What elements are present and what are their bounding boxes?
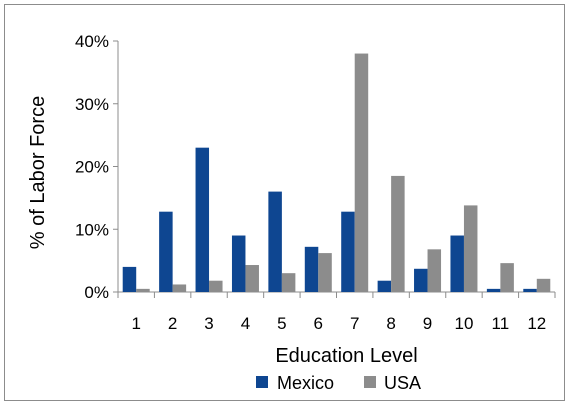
x-tick-label: 3 bbox=[204, 314, 213, 333]
y-tick-label: 20% bbox=[75, 158, 109, 177]
bar-usa-5 bbox=[281, 273, 296, 292]
legend-label-mexico: Mexico bbox=[277, 373, 334, 393]
x-tick-label: 11 bbox=[492, 314, 510, 333]
x-tick-label: 6 bbox=[314, 314, 323, 333]
legend-swatch-usa bbox=[364, 376, 376, 388]
x-tick-label: 8 bbox=[386, 314, 395, 333]
x-tick-label: 12 bbox=[527, 314, 546, 333]
y-tick-label: 30% bbox=[75, 95, 109, 114]
bar-usa-11 bbox=[500, 263, 514, 292]
legend-label-usa: USA bbox=[384, 373, 421, 393]
bar-usa-9 bbox=[427, 249, 442, 292]
bars bbox=[122, 53, 551, 292]
x-tick-label: 1 bbox=[131, 314, 140, 333]
y-tick-label: 0% bbox=[84, 283, 109, 302]
bar-mexico-8 bbox=[377, 280, 392, 292]
x-tick-label: 9 bbox=[423, 314, 432, 333]
bar-mexico-4 bbox=[231, 235, 246, 292]
legend: Mexico USA bbox=[256, 373, 421, 393]
y-tick-label: 40% bbox=[75, 32, 109, 51]
y-axis-title: % of Labor Force bbox=[27, 96, 49, 249]
chart-frame bbox=[4, 4, 565, 401]
bar-mexico-9 bbox=[414, 268, 428, 292]
bar-mexico-10 bbox=[450, 235, 464, 292]
bar-usa-10 bbox=[463, 205, 478, 292]
bar-mexico-11 bbox=[486, 288, 501, 292]
x-tick-label: 5 bbox=[277, 314, 286, 333]
bar-usa-4 bbox=[245, 265, 259, 292]
x-tick-label: 2 bbox=[168, 314, 177, 333]
x-tick-label: 10 bbox=[454, 314, 473, 333]
bar-mexico-12 bbox=[523, 288, 537, 292]
x-tick-label: 4 bbox=[241, 314, 250, 333]
bar-usa-7 bbox=[354, 53, 369, 292]
bar-usa-3 bbox=[209, 280, 223, 292]
bar-usa-6 bbox=[318, 253, 332, 292]
x-axis: 1 2 3 4 5 6 7 8 9 10 11 12 bbox=[117, 291, 556, 333]
bar-usa-8 bbox=[391, 175, 405, 292]
bar-mexico-5 bbox=[268, 191, 282, 292]
bar-mexico-2 bbox=[159, 211, 173, 292]
bar-mexico-6 bbox=[304, 246, 319, 292]
bar-usa-12 bbox=[536, 278, 551, 292]
bar-mexico-1 bbox=[122, 266, 137, 292]
bar-usa-1 bbox=[136, 288, 150, 292]
y-tick-label: 10% bbox=[75, 220, 109, 239]
legend-swatch-mexico bbox=[256, 376, 268, 388]
bar-mexico-7 bbox=[341, 211, 355, 292]
bar-usa-2 bbox=[172, 284, 187, 292]
x-axis-title: Education Level bbox=[275, 345, 417, 367]
bar-mexico-3 bbox=[195, 147, 210, 292]
x-tick-label: 7 bbox=[350, 314, 359, 333]
y-axis: 0% 10% 20% 30% 40% bbox=[75, 32, 119, 302]
